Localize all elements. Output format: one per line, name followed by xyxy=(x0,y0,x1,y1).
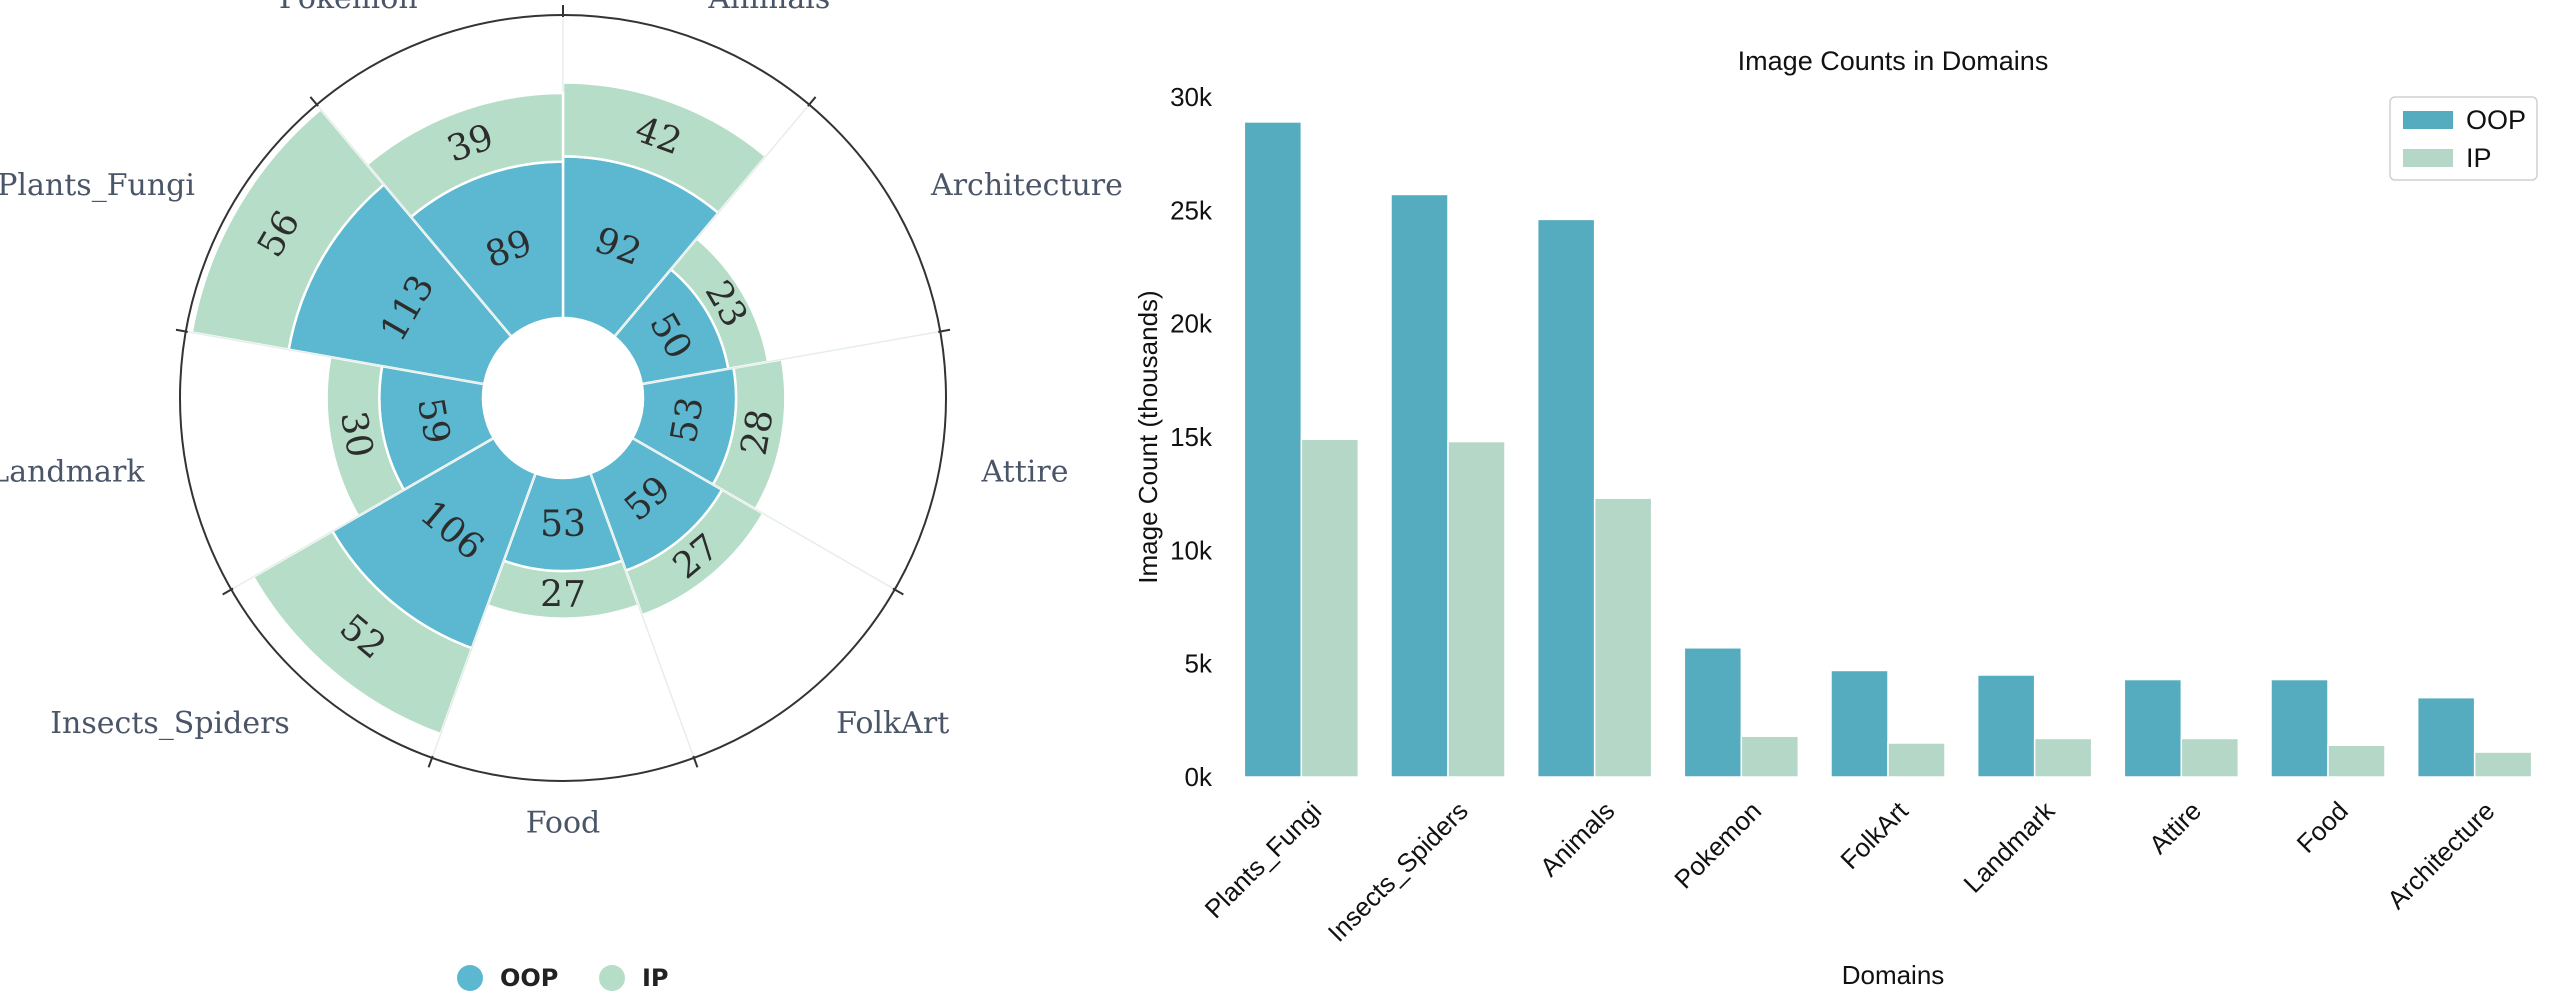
polar-category-label-folkart: FolkArt xyxy=(836,706,949,741)
x-tick-label-architecture: Architecture xyxy=(2381,796,2500,915)
x-tick-label-insects-spiders: Insects_Spiders xyxy=(1322,796,1474,948)
y-tick-label-0: 0k xyxy=(1185,762,1213,792)
x-tick-label-attire: Attire xyxy=(2143,796,2207,860)
bar-ip-food xyxy=(2327,744,2386,778)
bar-oop-food xyxy=(2270,678,2329,778)
polar-value-label-oop-attire: 53 xyxy=(663,394,711,446)
polar-separator-pokemon xyxy=(316,104,513,338)
bar-oop-attire xyxy=(2123,678,2183,778)
y-tick-label-1: 5k xyxy=(1185,649,1213,679)
x-tick-label-food: Food xyxy=(2291,796,2354,859)
polar-legend-label-oop: OOP xyxy=(500,964,558,992)
polar-separator-insects-spiders xyxy=(431,472,537,759)
bar-oop-folkart xyxy=(1830,669,1889,778)
bar-ip-insects-spiders xyxy=(1447,440,1506,778)
polar-separator-attire xyxy=(641,330,941,385)
polar-separator-folkart xyxy=(631,437,896,591)
polar-tick-attire xyxy=(938,328,951,333)
polar-value-label-ip-food: 27 xyxy=(540,574,586,615)
polar-tick-pokemon xyxy=(309,96,319,107)
bar-oop-architecture xyxy=(2416,696,2476,778)
x-tick-label-plants-fungi: Plants_Fungi xyxy=(1199,796,1328,925)
bar-ip-landmark xyxy=(2033,737,2093,778)
y-tick-label-4: 20k xyxy=(1170,309,1213,339)
bar-ip-architecture xyxy=(2473,751,2533,778)
polar-separator-architecture xyxy=(613,104,810,338)
bar-ip-pokemon xyxy=(1740,735,1800,778)
bar-ip-attire xyxy=(2180,737,2240,778)
x-tick-label-landmark: Landmark xyxy=(1958,795,2062,899)
polar-center-hole xyxy=(482,317,644,479)
x-tick-label-pokemon: Pokemon xyxy=(1668,796,1767,895)
bar-ip-animals xyxy=(1593,497,1653,778)
polar-tick-landmark xyxy=(222,587,234,596)
y-tick-label-5: 25k xyxy=(1170,195,1213,225)
polar-separator-landmark xyxy=(230,437,495,591)
polar-category-label-animals: Animals xyxy=(707,0,830,16)
polar-value-label-ip-attire: 28 xyxy=(734,406,782,458)
polar-tick-food xyxy=(692,755,699,768)
bar-oop-plants-fungi xyxy=(1243,121,1303,778)
bar-oop-insects-spiders xyxy=(1390,193,1449,778)
bar-legend: OOP IP xyxy=(2389,96,2538,181)
bar-legend-label-ip: IP xyxy=(2466,143,2492,173)
polar-category-label-architecture: Architecture xyxy=(930,168,1123,203)
polar-legend-label-ip: IP xyxy=(642,964,669,992)
polar-tick-insects-spiders xyxy=(427,755,434,768)
polar-legend-swatch-ip xyxy=(599,965,625,991)
polar-legend: OOP IP xyxy=(457,964,669,992)
bar-legend-label-oop: OOP xyxy=(2466,105,2526,135)
polar-value-label-oop-food: 53 xyxy=(540,504,586,545)
polar-category-label-attire: Attire xyxy=(981,454,1069,489)
polar-category-label-food: Food xyxy=(526,806,601,841)
polar-category-label-pokemon: Pokemon xyxy=(279,0,418,16)
polar-segment-ip-pokemon xyxy=(365,91,565,219)
polar-bar-chart: 9242Animals5023Architecture5328Attire592… xyxy=(0,0,1123,992)
bar-ip-plants-fungi xyxy=(1300,438,1360,778)
polar-value-label-oop-landmark: 59 xyxy=(409,395,457,447)
y-axis-label: Image Count (thousands) xyxy=(1133,290,1163,583)
polar-tick-architecture xyxy=(807,96,817,107)
x-tick-label-folkart: FolkArt xyxy=(1834,795,1914,875)
polar-tick-folkart xyxy=(892,587,904,596)
grouped-bar-chart: Image Counts in Domains 0k 5k 10k 15k 20k 25k 3… xyxy=(1133,46,2538,990)
chart-title: Image Counts in Domains xyxy=(1738,46,2049,76)
polar-category-label-plants-fungi: Plants_Fungi xyxy=(0,168,195,203)
y-tick-label-2: 10k xyxy=(1170,535,1213,565)
polar-legend-swatch-oop xyxy=(457,965,483,991)
bar-oop-animals xyxy=(1536,218,1596,778)
polar-category-label-insects-spiders: Insects_Spiders xyxy=(50,706,290,741)
y-tick-label-3: 15k xyxy=(1170,422,1213,452)
polar-tick-plants-fungi xyxy=(175,328,188,333)
x-tick-label-animals: Animals xyxy=(1534,796,1621,883)
polar-category-label-landmark: Landmark xyxy=(0,454,145,489)
polar-separator-food xyxy=(589,472,695,759)
polar-separator-plants-fungi xyxy=(185,330,485,385)
bar-ip-folkart xyxy=(1887,742,1946,778)
bar-legend-swatch-ip xyxy=(2403,149,2453,167)
bar-oop-pokemon xyxy=(1683,647,1743,778)
bar-legend-swatch-oop xyxy=(2403,111,2453,129)
x-axis-label: Domains xyxy=(1842,960,1945,990)
y-tick-label-6: 30k xyxy=(1170,82,1213,112)
polar-value-label-ip-landmark: 30 xyxy=(332,408,380,460)
bar-oop-landmark xyxy=(1976,674,2036,778)
